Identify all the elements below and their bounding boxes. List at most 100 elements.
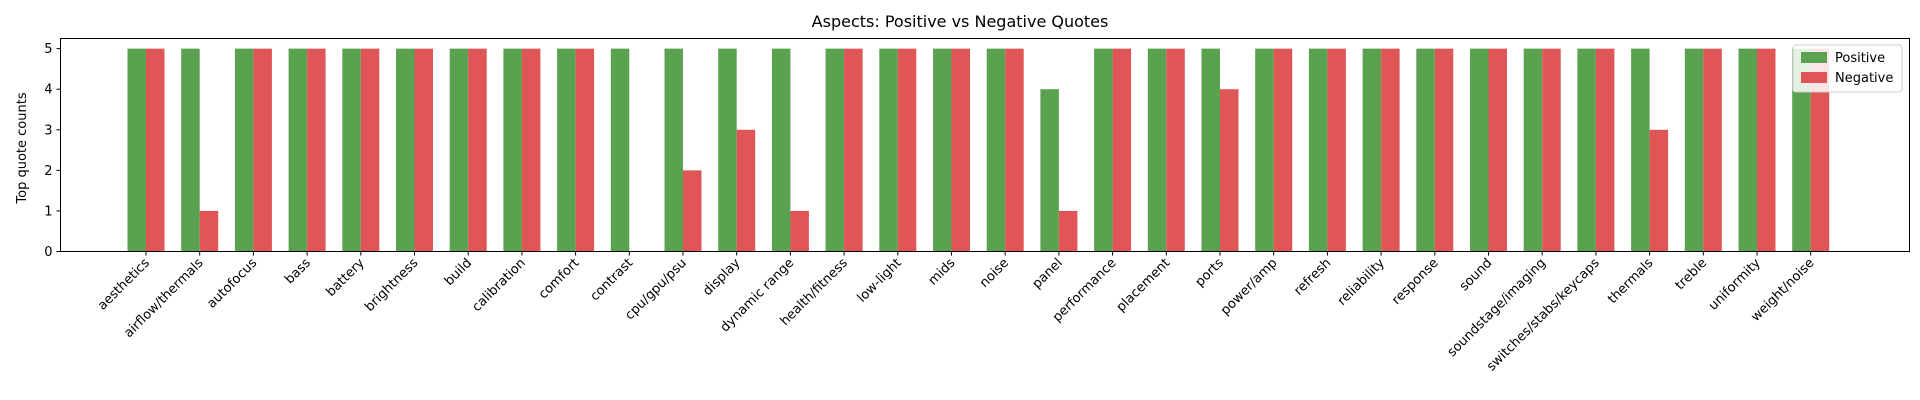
bar-positive-26 xyxy=(1523,48,1543,252)
bar-positive-25 xyxy=(1470,48,1489,252)
x-tick-label: soundstage/imaging xyxy=(1445,256,1549,360)
bar-positive-11 xyxy=(718,48,737,252)
bar-positive-31 xyxy=(1792,48,1811,252)
bar-negative-11 xyxy=(736,129,756,252)
bar-negative-12 xyxy=(790,210,809,252)
bar-positive-8 xyxy=(557,48,576,252)
y-tick-label: 1 xyxy=(44,204,52,219)
bar-negative-24 xyxy=(1434,48,1454,252)
bar-negative-5 xyxy=(414,48,433,252)
bar-negative-18 xyxy=(1112,48,1132,252)
x-tick-label: thermals xyxy=(1605,256,1656,307)
bar-negative-3 xyxy=(307,48,326,252)
bar-negative-0 xyxy=(146,48,165,252)
bar-negative-29 xyxy=(1703,48,1722,252)
bar-negative-25 xyxy=(1488,48,1507,252)
bar-negative-30 xyxy=(1757,48,1776,252)
bar-negative-13 xyxy=(844,48,863,252)
y-tick-label: 2 xyxy=(44,164,52,179)
x-tick-label: contrast xyxy=(588,256,637,305)
bar-positive-24 xyxy=(1416,48,1435,252)
bar-negative-22 xyxy=(1327,48,1346,252)
y-tick-label: 4 xyxy=(44,83,52,98)
x-tick-label: switches/stabs/keycaps xyxy=(1484,256,1603,375)
bar-positive-20 xyxy=(1201,48,1220,252)
bar-negative-4 xyxy=(360,48,380,252)
bar-positive-23 xyxy=(1362,48,1382,252)
x-tick-label: mids xyxy=(926,256,959,289)
plot-frame xyxy=(60,38,1910,252)
bar-negative-31 xyxy=(1810,48,1830,252)
bar-positive-0 xyxy=(127,48,146,252)
bars-layer xyxy=(127,48,1830,252)
x-tick-label: power/amp xyxy=(1218,256,1281,319)
bar-positive-3 xyxy=(288,48,308,252)
bar-positive-28 xyxy=(1631,48,1650,252)
x-tick-label: sound xyxy=(1457,256,1496,295)
bar-positive-1 xyxy=(181,48,200,252)
bar-positive-2 xyxy=(234,48,254,252)
x-tick-label: brightness xyxy=(362,256,421,315)
bar-positive-19 xyxy=(1147,48,1167,252)
x-tick-label: ports xyxy=(1193,256,1227,290)
legend-label-negative: Negative xyxy=(1835,71,1893,86)
x-tick-label: battery xyxy=(323,256,367,300)
y-tick-label: 5 xyxy=(44,42,52,57)
x-tick-label: calibration xyxy=(469,256,528,315)
bar-negative-23 xyxy=(1381,48,1400,252)
x-tick-label: low-light xyxy=(855,256,905,306)
bar-negative-19 xyxy=(1166,48,1185,252)
bar-positive-30 xyxy=(1738,48,1757,252)
x-tick-label: placement xyxy=(1114,256,1173,315)
bar-positive-7 xyxy=(503,48,522,252)
bar-negative-17 xyxy=(1058,210,1078,252)
x-tick-label: refresh xyxy=(1291,256,1334,299)
bar-negative-8 xyxy=(575,48,595,252)
bar-positive-21 xyxy=(1255,48,1274,252)
x-tick-label: autofocus xyxy=(204,256,260,312)
bar-positive-13 xyxy=(825,48,845,252)
bar-negative-28 xyxy=(1649,129,1669,252)
legend-swatch-positive xyxy=(1801,52,1827,63)
chart-title: Aspects: Positive vs Negative Quotes xyxy=(812,12,1109,31)
x-tick-label: comfort xyxy=(536,256,582,302)
y-tick-label: 3 xyxy=(44,123,52,138)
bar-positive-5 xyxy=(396,48,415,252)
legend: Positive Negative xyxy=(1792,44,1903,93)
x-tick-label: uniformity xyxy=(1706,256,1764,314)
bar-positive-12 xyxy=(771,48,791,252)
bar-negative-10 xyxy=(683,170,702,252)
bar-negative-15 xyxy=(951,48,970,252)
bar-negative-20 xyxy=(1220,89,1239,252)
bar-positive-29 xyxy=(1684,48,1704,252)
legend-swatch-negative xyxy=(1801,72,1827,83)
bar-negative-16 xyxy=(1005,48,1024,252)
bar-positive-18 xyxy=(1094,48,1113,252)
bar-positive-4 xyxy=(342,48,361,252)
bar-positive-6 xyxy=(449,48,469,252)
x-tick-label: noise xyxy=(977,256,1012,291)
bar-positive-9 xyxy=(610,48,630,252)
y-axis-label: Top quote counts xyxy=(15,92,30,204)
bar-positive-16 xyxy=(986,48,1006,252)
bar-positive-10 xyxy=(664,48,683,252)
bar-positive-22 xyxy=(1308,48,1328,252)
x-tick-label: reliability xyxy=(1335,256,1388,309)
x-tick-label: aesthetics xyxy=(95,256,153,314)
bar-negative-2 xyxy=(253,48,272,252)
bar-negative-1 xyxy=(199,210,219,252)
bar-negative-6 xyxy=(468,48,487,252)
bar-positive-17 xyxy=(1040,89,1059,252)
bar-positive-27 xyxy=(1577,48,1596,252)
bar-negative-27 xyxy=(1595,48,1615,252)
x-tick-label: display xyxy=(700,256,743,299)
y-tick-label: 0 xyxy=(44,245,52,260)
legend-label-positive: Positive xyxy=(1835,51,1885,66)
bar-negative-21 xyxy=(1273,48,1293,252)
x-tick-label: response xyxy=(1389,256,1441,308)
x-tick-label: bass xyxy=(282,256,314,288)
bar-positive-14 xyxy=(879,48,898,252)
bar-negative-14 xyxy=(897,48,917,252)
x-tick-label: build xyxy=(442,256,475,289)
